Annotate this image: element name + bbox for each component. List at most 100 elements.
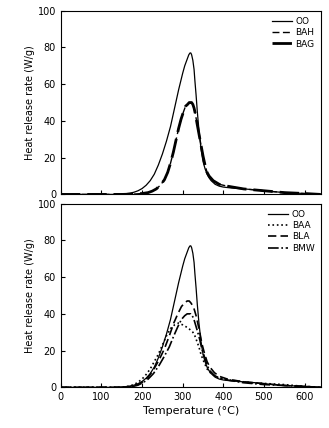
BAG xyxy=(163,177,166,182)
BMW xyxy=(120,385,124,390)
BAH xyxy=(99,192,103,197)
BAA xyxy=(173,322,177,327)
BAA xyxy=(201,357,205,363)
OO xyxy=(190,245,193,250)
BAA xyxy=(266,381,270,386)
OO xyxy=(161,345,164,350)
BAG xyxy=(166,170,170,175)
Y-axis label: Heat release rate (W/g): Heat release rate (W/g) xyxy=(25,238,35,353)
BAH xyxy=(195,120,199,125)
OO xyxy=(189,243,193,248)
BLA xyxy=(187,298,191,303)
OO xyxy=(136,188,140,193)
BAH xyxy=(217,182,221,187)
BAG xyxy=(201,153,205,158)
BLA xyxy=(191,304,195,309)
BAG xyxy=(146,190,150,195)
OO xyxy=(229,185,233,190)
BAA xyxy=(99,385,103,390)
BAA xyxy=(164,333,168,339)
BAH xyxy=(205,170,209,175)
OO xyxy=(192,67,196,72)
Legend: OO, BAA, BLA, BMW: OO, BAA, BLA, BMW xyxy=(266,208,316,255)
Y-axis label: Heat release rate (W/g): Heat release rate (W/g) xyxy=(25,45,35,160)
OO xyxy=(112,385,115,390)
BLA xyxy=(141,379,145,384)
OO xyxy=(195,109,199,114)
Line: OO: OO xyxy=(61,53,321,194)
BAG xyxy=(184,104,188,109)
BAH xyxy=(182,109,186,114)
BAH xyxy=(189,100,192,105)
BAH xyxy=(179,116,183,122)
BAG xyxy=(182,109,186,114)
BMW xyxy=(187,311,191,316)
OO xyxy=(181,71,185,76)
BAH xyxy=(303,191,307,196)
BLA xyxy=(192,308,196,313)
OO xyxy=(152,365,156,370)
OO xyxy=(183,256,187,262)
BMW xyxy=(303,384,307,389)
OO xyxy=(99,385,103,390)
BAA xyxy=(140,377,144,382)
BAG xyxy=(187,100,191,105)
OO xyxy=(183,63,187,68)
OO xyxy=(254,187,258,193)
OO xyxy=(194,285,198,291)
OO xyxy=(221,377,225,383)
OO xyxy=(187,52,191,57)
BLA xyxy=(136,382,140,387)
BMW xyxy=(146,377,150,382)
BAH xyxy=(225,184,229,189)
BAA xyxy=(168,326,172,331)
BLA xyxy=(163,346,166,351)
BLA xyxy=(208,365,212,370)
BAH xyxy=(163,177,166,182)
OO xyxy=(282,383,286,388)
BMW xyxy=(183,313,187,318)
OO xyxy=(213,374,217,380)
BAG xyxy=(225,184,229,189)
BAH xyxy=(190,100,193,105)
BMW xyxy=(131,384,135,389)
OO xyxy=(211,373,215,378)
BAH xyxy=(184,104,188,109)
BAH xyxy=(146,190,150,195)
BMW xyxy=(151,371,155,376)
OO xyxy=(229,378,233,383)
OO xyxy=(148,371,152,376)
BAA xyxy=(144,372,148,377)
BAH xyxy=(140,191,144,196)
OO xyxy=(124,384,128,389)
BMW xyxy=(217,376,221,381)
BAG xyxy=(174,139,178,144)
BAH xyxy=(191,102,195,107)
BAA xyxy=(191,330,195,335)
OO xyxy=(173,298,177,303)
BAA xyxy=(181,322,185,327)
Line: BMW: BMW xyxy=(61,314,321,387)
BAG xyxy=(189,100,192,105)
OO xyxy=(282,190,286,195)
OO xyxy=(197,321,201,326)
OO xyxy=(303,384,307,389)
BAA xyxy=(124,384,128,389)
BLA xyxy=(183,300,187,306)
BMW xyxy=(126,384,130,389)
BMW xyxy=(191,315,195,320)
BLA xyxy=(59,385,63,390)
OO xyxy=(303,191,307,196)
BAH xyxy=(203,163,207,168)
BLA xyxy=(241,379,245,384)
BAG xyxy=(193,111,197,116)
BLA xyxy=(282,383,286,388)
BAA xyxy=(193,333,197,339)
OO xyxy=(209,371,213,376)
OO xyxy=(59,385,63,390)
OO xyxy=(191,251,195,256)
OO xyxy=(124,191,128,196)
OO xyxy=(190,52,193,57)
Legend: OO, BAH, BAG: OO, BAH, BAG xyxy=(270,15,316,51)
BMW xyxy=(202,354,206,359)
